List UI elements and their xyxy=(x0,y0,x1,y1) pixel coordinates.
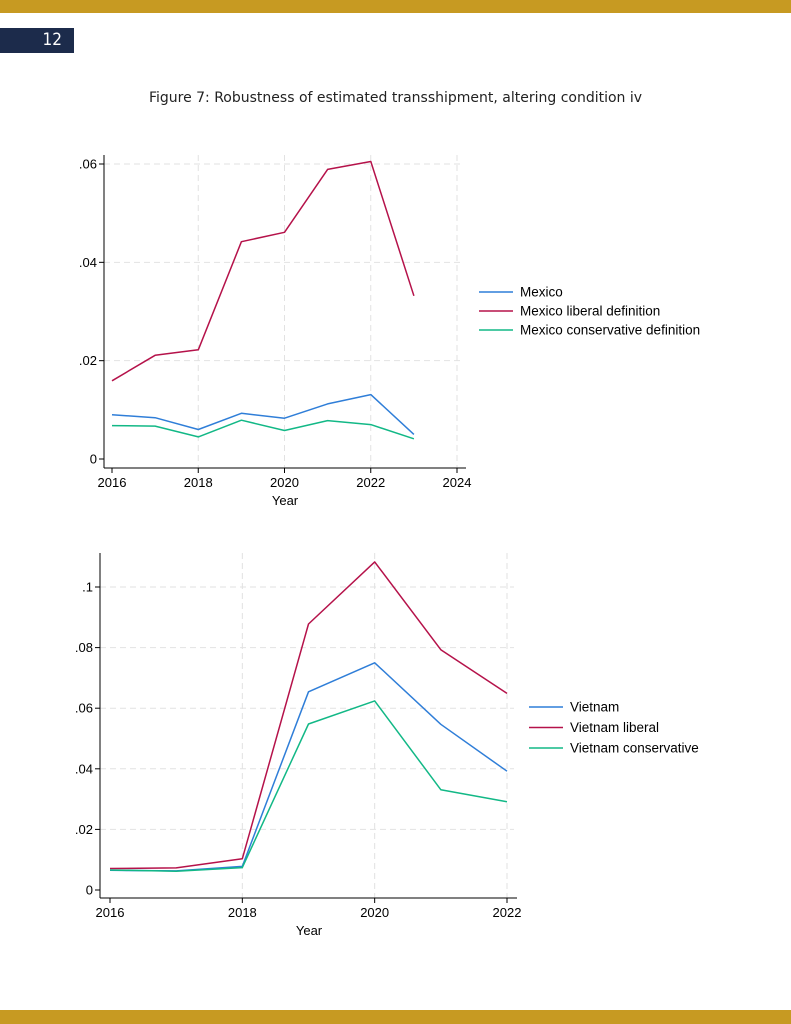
legend-label: Vietnam conservative xyxy=(570,741,699,756)
y-tick-label: .04 xyxy=(75,761,93,776)
series-line-mexico-conservative-definition xyxy=(111,419,415,440)
x-tick-label: 2024 xyxy=(443,475,472,490)
series-line-mexico xyxy=(111,393,415,435)
y-tick-label: .02 xyxy=(75,822,93,837)
legend-label: Mexico liberal definition xyxy=(520,304,660,319)
series-line-vietnam-conservative xyxy=(109,700,508,872)
x-tick-label: 2018 xyxy=(228,905,257,920)
y-tick-label: .02 xyxy=(79,353,97,368)
legend-label: Mexico xyxy=(520,285,563,300)
x-tick-label: 2022 xyxy=(356,475,385,490)
y-tick-label: .1 xyxy=(82,580,93,595)
mexico-chart: 0 .02 .04 .06 2016 2018 2020 2022 2024 Year Mexico… xyxy=(79,155,700,508)
legend-label: Vietnam xyxy=(570,700,619,715)
x-tick-label: 2016 xyxy=(98,475,127,490)
top-gold-band xyxy=(0,0,791,13)
x-axis-label: Year xyxy=(296,923,323,938)
x-tick-label: 2020 xyxy=(270,475,299,490)
x-tick-label: 2020 xyxy=(360,905,389,920)
y-tick-label: .04 xyxy=(79,255,97,270)
y-tick-label: 0 xyxy=(90,452,97,467)
series-line-vietnam-liberal xyxy=(109,561,508,870)
figure-title: Figure 7: Robustness of estimated transs… xyxy=(148,90,643,106)
x-tick-label: 2018 xyxy=(184,475,213,490)
series-line-mexico-liberal-definition xyxy=(111,160,415,382)
legend-label: Mexico conservative definition xyxy=(520,323,700,338)
x-axis-label: Year xyxy=(272,493,299,508)
vietnam-chart: 0 .02 .04 .06 .08 .1 2016 2018 2020 2022 Year Vietn… xyxy=(75,553,699,938)
page-number: 12 xyxy=(0,28,74,53)
series-line-vietnam xyxy=(109,662,508,872)
y-tick-label: 0 xyxy=(86,883,93,898)
y-tick-label: .06 xyxy=(75,701,93,716)
x-tick-label: 2016 xyxy=(96,905,125,920)
legend-label: Vietnam liberal xyxy=(570,720,659,735)
bottom-gold-band xyxy=(0,1010,791,1024)
y-tick-label: .06 xyxy=(79,157,97,172)
x-tick-label: 2022 xyxy=(493,905,522,920)
y-tick-label: .08 xyxy=(75,640,93,655)
